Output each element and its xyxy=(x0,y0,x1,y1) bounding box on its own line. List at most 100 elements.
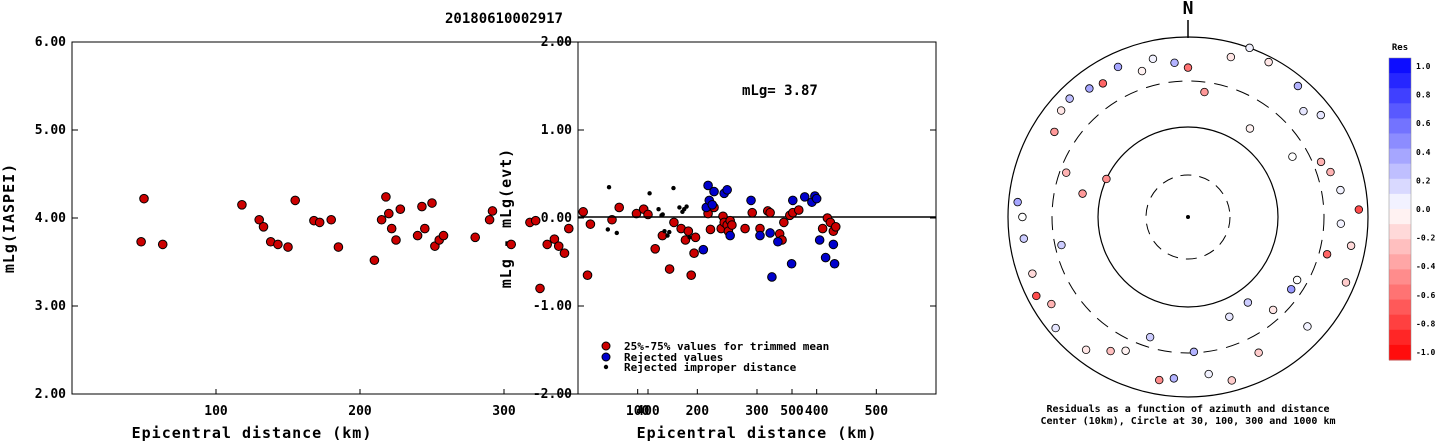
mlg-annotation: mLg= 3.87 xyxy=(742,83,818,99)
data-point-rejected xyxy=(703,180,713,191)
colorbar-cell xyxy=(1389,209,1411,225)
data-point-improper xyxy=(606,185,612,190)
colorbar: Res 1.0 0.8 0.6 0.4 0.2 0.0 -0.2 -0.4 -0.6 -0.8 -1… xyxy=(1388,43,1435,361)
residual-point xyxy=(1243,298,1253,307)
data-point xyxy=(686,270,697,281)
data-point-rejected xyxy=(828,239,839,250)
data-point-rejected xyxy=(698,244,709,255)
residual-point xyxy=(1065,94,1074,103)
colorbar-cell xyxy=(1389,73,1411,89)
data-point-rejected xyxy=(709,186,719,197)
colorbar-cell xyxy=(1389,178,1411,195)
data-point xyxy=(283,242,293,252)
colorbar-cell xyxy=(1389,224,1411,240)
residual-point xyxy=(1189,347,1199,357)
colorbar-ticks: 1.0 0.8 0.6 0.4 0.2 0.0 -0.2 -0.4 -0.6 -0.8 -1.0 xyxy=(1416,62,1435,357)
data-point xyxy=(564,223,574,234)
colorbar-cell xyxy=(1389,284,1411,301)
residual-point xyxy=(1326,167,1335,177)
ring-300km xyxy=(1051,80,1325,354)
x-tick-label: 100 xyxy=(626,404,650,419)
colorbar-tick-label: -0.2 xyxy=(1416,234,1435,243)
colorbar-cell xyxy=(1389,314,1411,331)
colorbar-cell xyxy=(1389,118,1411,134)
legend: 25%-75% values for trimmed mean Rejected… xyxy=(601,340,829,374)
colorbar-cell xyxy=(1389,163,1411,180)
colorbar-tick-label: 0.8 xyxy=(1416,91,1431,100)
y-tick-label: 1.00 xyxy=(541,123,572,138)
data-point-improper xyxy=(687,235,692,240)
residual-point xyxy=(1169,374,1179,383)
residual-point xyxy=(1264,57,1273,67)
data-point-improper xyxy=(667,229,672,235)
colorbar-tick-label: -0.8 xyxy=(1416,319,1435,328)
residual-point xyxy=(1145,332,1155,342)
residual-point xyxy=(1085,84,1094,93)
residual-point xyxy=(1057,240,1066,250)
data-point-improper xyxy=(605,227,611,232)
ring-30km xyxy=(1145,174,1231,260)
data-point xyxy=(369,255,380,266)
data-point xyxy=(530,215,541,226)
residual-point xyxy=(1293,81,1303,91)
colorbar-cell xyxy=(1389,133,1411,150)
data-point xyxy=(542,239,553,250)
data-point-rejected xyxy=(773,236,783,247)
residual-point xyxy=(1299,107,1308,116)
residual-point xyxy=(1013,197,1022,207)
data-point-rejected xyxy=(765,228,775,238)
legend-marker-improper xyxy=(603,364,609,370)
data-point xyxy=(395,204,406,214)
data-point-improper xyxy=(647,191,652,196)
data-point xyxy=(549,234,560,244)
colorbar-cell xyxy=(1389,254,1411,270)
y-tick-label: 3.00 xyxy=(35,299,66,314)
colorbar-cell xyxy=(1389,103,1411,119)
data-point-improper xyxy=(660,212,665,217)
data-point xyxy=(417,201,427,212)
x-tick-label: 300 xyxy=(745,404,769,419)
panel-mlg-residual: 100 200 300 400 500 -2.00-1.000.001.002.00 E… xyxy=(497,35,937,441)
y-tick-label: 4.00 xyxy=(35,211,66,226)
residual-point xyxy=(1204,369,1213,379)
panel-mlg-iaspei: 100 200 300 400 500 2.003.004.005.006.00 Epi… xyxy=(0,35,937,441)
data-point xyxy=(664,264,675,274)
residual-point xyxy=(1292,275,1302,285)
colorbar-tick-label: 1.0 xyxy=(1416,62,1431,71)
residual-point xyxy=(1113,62,1123,72)
data-point xyxy=(631,208,642,219)
colorbar-title: Res xyxy=(1392,43,1408,53)
data-point xyxy=(386,223,397,234)
data-point-trimmed xyxy=(779,217,789,228)
data-point xyxy=(690,232,701,243)
residual-point xyxy=(1341,278,1351,287)
residual-point xyxy=(1316,157,1326,167)
residual-point xyxy=(1183,63,1193,72)
colorbar-cell xyxy=(1389,58,1411,74)
residual-point xyxy=(1288,152,1297,161)
data-point xyxy=(484,214,495,225)
colorbar-cell xyxy=(1389,148,1411,165)
colorbar-tick-label: 0.2 xyxy=(1416,176,1431,185)
data-point-rejected xyxy=(725,230,735,241)
colorbar-cell xyxy=(1389,329,1411,346)
data-point-rejected xyxy=(811,193,822,204)
data-point-rejected xyxy=(788,195,798,206)
data-point xyxy=(438,230,449,241)
data-point xyxy=(290,195,301,206)
colorbar-cell xyxy=(1389,193,1411,210)
y-tick-label: 5.00 xyxy=(35,123,66,138)
data-point xyxy=(683,226,694,236)
colorbar-cell xyxy=(1389,344,1411,361)
data-point xyxy=(535,283,545,294)
residual-point xyxy=(1346,241,1356,250)
x-axis: 100 200 300 400 500 xyxy=(204,389,804,419)
data-point-trimmed xyxy=(765,207,775,218)
data-point xyxy=(333,242,344,252)
center-point xyxy=(1186,215,1190,219)
data-point xyxy=(650,244,661,254)
data-point-rejected xyxy=(722,185,732,195)
x-tick-label: 200 xyxy=(686,404,710,419)
residual-point xyxy=(1028,269,1037,278)
residual-point xyxy=(1032,291,1041,301)
